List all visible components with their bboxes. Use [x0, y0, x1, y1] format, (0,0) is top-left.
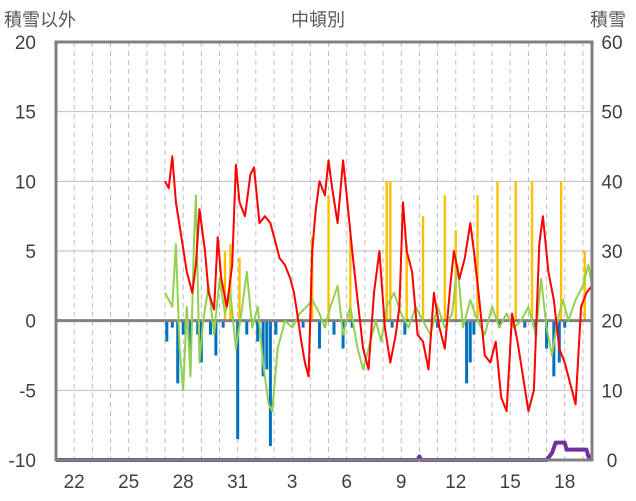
- precipitation-bar: [165, 320, 169, 342]
- temperature-line: [164, 155, 593, 413]
- wind-line: [164, 194, 593, 413]
- precipitation-bar: [563, 320, 567, 328]
- y-left-tick-label: 5: [25, 242, 36, 263]
- sunshine-spike: [514, 181, 517, 321]
- precipitation-bar: [468, 320, 472, 363]
- precipitation-bar: [545, 320, 549, 349]
- sunshine-spike: [223, 251, 227, 321]
- y-left-tick-label: 15: [15, 103, 36, 124]
- chart-title: 中頓別: [291, 10, 345, 31]
- precipitation-bar: [265, 320, 269, 370]
- x-tick-label: 31: [227, 472, 248, 493]
- y-left-tick-label: 20: [15, 33, 36, 54]
- precipitation-bar: [497, 320, 501, 328]
- x-tick-label: 25: [118, 472, 139, 493]
- precipitation-bar: [436, 320, 440, 328]
- y-right-tick-label: 50: [601, 103, 622, 124]
- precipitation-bars: [165, 320, 567, 447]
- y-left-tick-label: -10: [9, 451, 36, 472]
- precipitation-bar: [196, 320, 200, 335]
- snow_depth-line: [56, 440, 592, 462]
- precipitation-bar: [268, 320, 272, 447]
- y-right-tick-label: 60: [601, 33, 622, 54]
- y-left-tick-label: 0: [25, 312, 36, 333]
- sunshine-spike: [559, 181, 563, 321]
- precipitation-bar: [274, 320, 278, 335]
- plot-frame: [54, 40, 594, 462]
- x-tick-label: 12: [445, 472, 466, 493]
- left-axis-label: 積雪以外: [4, 10, 76, 31]
- precipitation-bar: [350, 320, 354, 328]
- sunshine-spike: [405, 244, 408, 321]
- precipitation-bar: [523, 320, 527, 328]
- y-right-tick-label: 10: [601, 381, 622, 402]
- precipitation-bar: [472, 320, 476, 335]
- sunshine-spike: [327, 195, 330, 321]
- precipitation-bar: [301, 320, 305, 328]
- precipitation-bar: [181, 320, 185, 335]
- y-left-tick-label: 10: [15, 172, 36, 193]
- precipitation-bar: [465, 320, 469, 384]
- sunshine-spike: [389, 181, 392, 321]
- sunshine-spike: [496, 181, 499, 321]
- sunshine-spike: [238, 257, 241, 321]
- sunshine-spike: [349, 237, 352, 321]
- precipitation-bar: [317, 320, 321, 349]
- x-tick-label: 9: [396, 472, 407, 493]
- y-right-tick-label: 40: [601, 172, 622, 193]
- grid: [56, 42, 592, 460]
- y-right-tick-label: 30: [601, 242, 622, 263]
- x-tick-label: 15: [500, 472, 521, 493]
- precipitation-bar: [208, 320, 212, 335]
- precipitation-bar: [214, 320, 218, 356]
- sunshine-spike: [443, 195, 447, 321]
- precipitation-bar: [188, 320, 192, 349]
- sunshine-spike: [385, 181, 388, 321]
- precipitation-bar: [256, 320, 260, 342]
- x-tick-label: 6: [341, 472, 352, 493]
- x-tick-label: 28: [173, 472, 194, 493]
- y-right-tick-label: 0: [607, 451, 618, 472]
- precipitation-bar: [261, 320, 265, 377]
- precipitation-bar: [221, 320, 225, 328]
- precipitation-bar: [245, 320, 249, 335]
- x-tick-label: 22: [64, 472, 85, 493]
- precipitation-bar: [236, 320, 240, 440]
- precipitation-bar: [403, 320, 407, 335]
- precipitation-bar: [170, 320, 174, 328]
- y-right-tick-label: 20: [601, 312, 622, 333]
- series-lines: [56, 155, 593, 462]
- sunshine-spike: [421, 216, 425, 321]
- y-left-tick-label: -5: [19, 381, 36, 402]
- sunshine-spike: [476, 195, 479, 321]
- precipitation-bar: [176, 320, 180, 384]
- x-tick-label: 3: [287, 472, 298, 493]
- sunshine-spike: [583, 251, 586, 321]
- x-tick-label: 18: [554, 472, 575, 493]
- precipitation-bar: [390, 320, 394, 328]
- right-axis-label: 積雪: [590, 10, 626, 31]
- precipitation-bar: [332, 320, 336, 335]
- sunshine-spike: [530, 181, 534, 321]
